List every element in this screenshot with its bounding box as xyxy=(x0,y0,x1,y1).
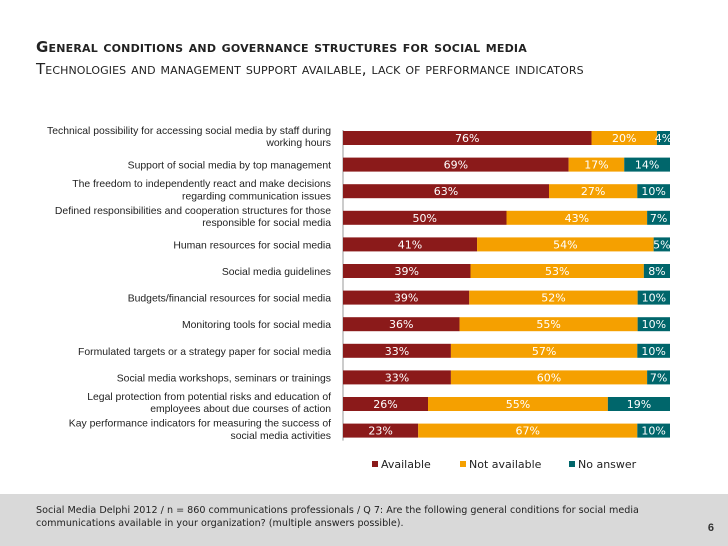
bar-segment-not-available xyxy=(418,423,638,438)
bar-segment-not-available xyxy=(549,184,638,199)
page-number: 6 xyxy=(707,522,714,534)
data-label: 41% xyxy=(398,238,422,251)
legend-swatch xyxy=(372,461,378,467)
data-label: 23% xyxy=(368,425,392,438)
bar-segment-available xyxy=(343,317,460,332)
bar-segment-available xyxy=(343,423,419,438)
bar-segment-available xyxy=(343,131,592,145)
data-label: 7% xyxy=(650,212,667,225)
bar-segment-no-answer xyxy=(637,423,670,438)
bar-segment-no-answer xyxy=(656,131,670,145)
bar-segment-available xyxy=(343,343,451,358)
bar-segment-not-available xyxy=(470,264,644,278)
bar-segment-not-available xyxy=(591,131,657,145)
category-label: Budgets/financial resources for social m… xyxy=(128,294,332,305)
legend-swatch xyxy=(569,461,575,467)
data-label: 67% xyxy=(516,425,540,438)
data-label: 10% xyxy=(641,345,665,358)
bar-segment-no-answer xyxy=(607,397,670,411)
bar-segment-available xyxy=(343,157,569,172)
data-label: 26% xyxy=(373,398,397,411)
bar-segment-available xyxy=(343,264,471,278)
bar-segment-available xyxy=(343,370,451,385)
bar-segment-available xyxy=(343,184,550,199)
category-label: Social media workshops, seminars or trai… xyxy=(117,373,331,384)
data-label: 39% xyxy=(394,292,418,305)
data-label: 27% xyxy=(581,185,605,198)
category-label: Defined responsibilities and cooperation… xyxy=(55,206,331,229)
data-label: 10% xyxy=(642,292,666,305)
footer-bar: Social Media Delphi 2012 / n = 860 commu… xyxy=(0,494,728,546)
data-label: 54% xyxy=(553,238,577,251)
data-label: 43% xyxy=(565,212,589,225)
bar-segment-not-available xyxy=(450,343,638,358)
data-label: 53% xyxy=(545,265,569,278)
category-label: Legal protection from potential risks an… xyxy=(87,392,331,415)
legend-label: Available xyxy=(381,458,431,471)
data-label: 4% xyxy=(655,132,672,145)
bar-segment-no-answer xyxy=(637,290,670,305)
data-label: 36% xyxy=(389,318,413,331)
bar-segment-no-answer xyxy=(637,317,670,332)
category-label: Technical possibility for accessing soci… xyxy=(47,126,331,149)
category-label: Kay performance indicators for measuring… xyxy=(69,419,331,442)
bar-segment-no-answer xyxy=(637,184,670,199)
bar-segment-available xyxy=(343,237,478,252)
bar-segment-no-answer xyxy=(637,343,670,358)
bar-segment-not-available xyxy=(450,370,648,385)
data-label: 10% xyxy=(641,185,665,198)
bar-segment-not-available xyxy=(428,397,608,411)
bar-segment-no-answer xyxy=(624,157,670,172)
stacked-bar-chart: 76% 20% 4% 69% 17% 14% 63% 27% 10% 50% 43% 7% 41% 54%… xyxy=(47,126,672,471)
bar-segment-not-available xyxy=(459,317,638,332)
data-label: 69% xyxy=(444,159,468,172)
data-label: 8% xyxy=(648,265,665,278)
bar-segment-not-available xyxy=(477,237,654,252)
data-label: 10% xyxy=(642,318,666,331)
data-label: 57% xyxy=(532,345,556,358)
legend-label: Not available xyxy=(469,458,542,471)
footnote: Social Media Delphi 2012 / n = 860 commu… xyxy=(36,505,639,529)
data-label: 55% xyxy=(506,398,530,411)
legend-label: No answer xyxy=(578,458,637,471)
category-label: Monitoring tools for social media xyxy=(182,320,331,331)
bar-segment-no-answer xyxy=(643,264,670,278)
data-label: 33% xyxy=(385,345,409,358)
chart-legend: Available Not available No answer xyxy=(372,458,637,471)
bar-segment-not-available xyxy=(469,290,638,305)
data-label: 17% xyxy=(584,159,608,172)
data-label: 63% xyxy=(434,185,458,198)
data-label: 7% xyxy=(650,371,667,384)
category-label: Human resources for social media xyxy=(173,240,331,251)
category-label: Social media guidelines xyxy=(222,267,331,278)
data-label: 52% xyxy=(541,292,565,305)
page-title: General conditions and governance struct… xyxy=(36,38,527,56)
data-label: 39% xyxy=(395,265,419,278)
data-label: 50% xyxy=(413,212,437,225)
data-label: 5% xyxy=(653,238,670,251)
bar-segment-no-answer xyxy=(647,210,670,225)
bar-segment-available xyxy=(343,210,507,225)
data-label: 76% xyxy=(455,132,479,145)
data-label: 55% xyxy=(536,318,560,331)
category-label: The freedom to independently react and m… xyxy=(72,179,331,202)
bar-segment-no-answer xyxy=(653,237,670,252)
data-label: 33% xyxy=(385,371,409,384)
data-label: 20% xyxy=(612,132,636,145)
data-label: 60% xyxy=(537,371,561,384)
data-label: 14% xyxy=(635,159,659,172)
bar-segment-no-answer xyxy=(647,370,670,385)
legend-swatch xyxy=(460,461,466,467)
bar-segment-available xyxy=(343,397,429,411)
category-label: Formulated targets or a strategy paper f… xyxy=(78,347,331,358)
bars-group: 76% 20% 4% 69% 17% 14% 63% 27% 10% 50% 43% 7% 41% 54%… xyxy=(342,130,672,441)
bar-segment-not-available xyxy=(506,210,648,225)
bar-segment-available xyxy=(343,290,470,305)
data-label: 19% xyxy=(627,398,651,411)
bar-segment-not-available xyxy=(568,157,625,172)
data-label: 10% xyxy=(641,425,665,438)
page-subtitle: Technologies and management support avai… xyxy=(36,60,584,78)
category-labels: Technical possibility for accessing soci… xyxy=(47,126,331,442)
category-label: Support of social media by top managemen… xyxy=(128,161,331,172)
